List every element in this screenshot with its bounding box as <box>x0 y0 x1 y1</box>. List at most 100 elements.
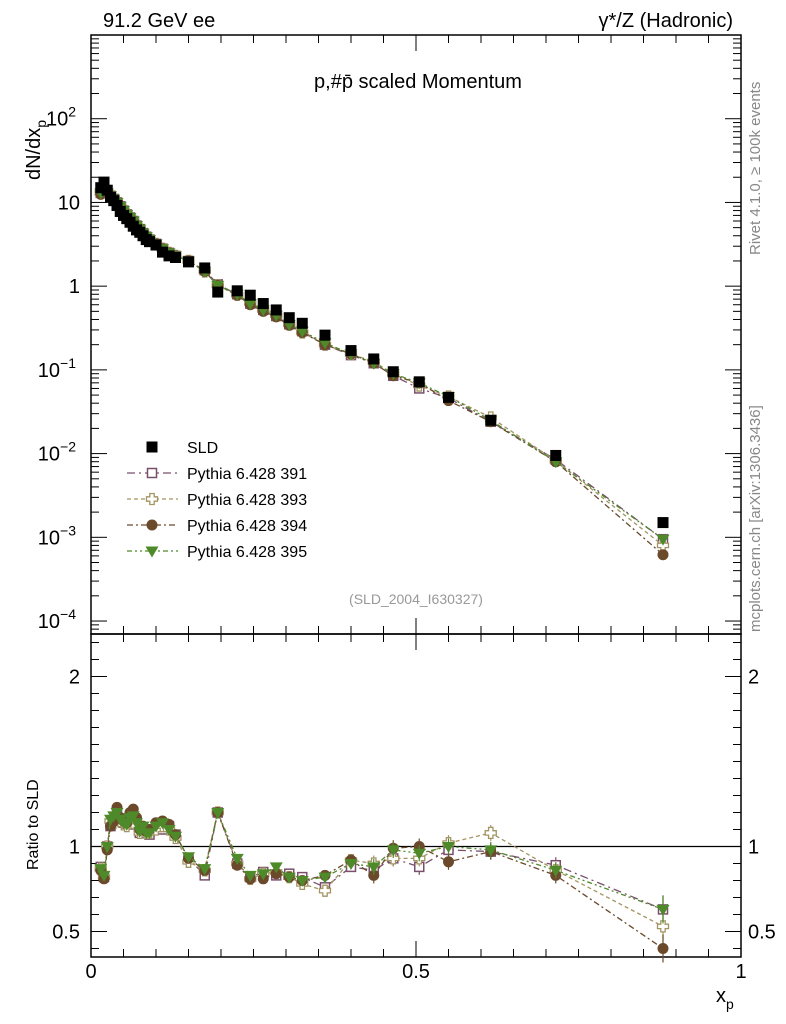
ratio-y-tick-label: 2 <box>69 667 80 689</box>
series-394 <box>95 186 669 561</box>
legend-label: Pythia 6.428 393 <box>187 492 307 509</box>
data-point-sld <box>345 345 357 357</box>
y-tick-label: 10−3 <box>38 522 76 549</box>
ratio-y-tick-label-right: 2 <box>748 667 759 689</box>
data-point-sld <box>95 182 107 194</box>
legend-marker <box>146 519 158 531</box>
y-axis-title: dN/dxp <box>23 120 49 180</box>
data-point-sld <box>98 176 110 188</box>
ratio-point-394 <box>443 856 454 868</box>
data-point-sld <box>319 329 331 341</box>
data-point-sld <box>283 312 295 324</box>
ratio-point-395 <box>126 811 140 823</box>
ratio-point-395 <box>100 842 114 853</box>
process-label: γ*/Z (Hadronic) <box>599 10 733 32</box>
legend-entry-sld: SLD <box>146 440 218 457</box>
data-point-sld <box>101 184 113 196</box>
legend-marker <box>146 467 158 479</box>
ratio-point-395 <box>484 845 498 857</box>
data-point-sld <box>144 236 155 248</box>
ratio-point-395 <box>130 818 143 830</box>
data-point-sld <box>150 239 162 251</box>
series-line-391 <box>100 189 664 540</box>
data-point-sld <box>657 517 669 529</box>
ratio-point-395 <box>412 848 426 860</box>
ratio-point-395 <box>442 842 455 853</box>
ratio-line-393 <box>100 810 664 927</box>
ratio-point-394 <box>368 869 380 881</box>
series-sld <box>95 176 669 529</box>
ratio-point-395 <box>198 864 212 876</box>
data-point-sld <box>413 376 425 388</box>
analysis-watermark: (SLD_2004_I630327) <box>349 591 483 607</box>
ratio-line-394 <box>100 804 664 950</box>
data-point-sld <box>244 289 256 301</box>
ratio-point-393 <box>484 826 497 840</box>
ratio-point-395 <box>344 859 358 870</box>
series-line-395 <box>100 189 664 540</box>
ratio-point-394 <box>657 943 669 954</box>
data-point-sld <box>157 246 168 258</box>
data-point-sld <box>443 391 454 403</box>
ratio-point-395 <box>318 872 332 884</box>
ratio-point-395 <box>549 865 563 877</box>
x-tick-label: 0.5 <box>402 961 430 983</box>
ratio-point-395 <box>182 852 195 864</box>
data-point-sld <box>550 449 562 461</box>
ratio-point-395 <box>656 904 670 916</box>
ratio-point-395 <box>136 821 150 833</box>
ratio-point-395 <box>386 845 400 857</box>
ratio-point-395 <box>162 825 176 836</box>
ratio-y-tick-label-right: 1 <box>748 837 759 859</box>
ratio-point-395 <box>269 862 283 874</box>
data-point-sld <box>270 304 282 316</box>
ratio-point-395 <box>367 862 381 874</box>
ratio-point-395 <box>149 821 163 833</box>
ratio-point-395 <box>256 869 270 881</box>
data-point-sld <box>199 262 211 274</box>
legend-label: SLD <box>187 440 218 457</box>
x-tick-label: 0 <box>85 961 96 983</box>
ratio-point-395 <box>295 876 309 887</box>
series-395 <box>94 185 670 546</box>
data-point-395 <box>656 534 670 546</box>
legend-label: Pythia 6.428 395 <box>187 544 307 561</box>
data-point-sld <box>387 366 399 378</box>
data-point-sld <box>296 317 308 329</box>
ratio-y-tick-label: 0.5 <box>52 922 80 944</box>
ratio-y-tick-label-right: 0.5 <box>748 922 776 944</box>
ratio-point-395 <box>110 808 124 819</box>
ratio-series-393 <box>94 806 670 941</box>
y-tick-label: 1 <box>69 276 80 298</box>
series-391 <box>95 184 669 545</box>
data-point-395 <box>318 338 332 350</box>
ratio-y-tick-label: 1 <box>69 837 80 859</box>
ratio-point-395 <box>211 808 225 819</box>
y-tick-label: 102 <box>46 104 76 131</box>
ratio-point-395 <box>282 872 296 884</box>
rivet-version-label: Rivet 4.1.0, ≥ 100k events <box>747 82 764 255</box>
ratio-point-393 <box>656 920 670 933</box>
legend-marker <box>146 441 158 453</box>
x-tick-label: 1 <box>735 961 746 983</box>
y-tick-label: 10−1 <box>38 355 76 382</box>
y-tick-label: 10 <box>58 192 80 214</box>
ratio-plot-frame <box>90 633 742 958</box>
legend-entry-393: Pythia 6.428 393 <box>127 492 307 509</box>
data-point-394 <box>657 549 669 561</box>
ratio-point-395 <box>97 870 111 882</box>
ratio-series-394 <box>95 801 669 963</box>
data-point-sld <box>231 285 243 297</box>
legend-marker <box>145 492 159 506</box>
ratio-series-391 <box>95 807 669 924</box>
plot-title: p,#p̄ scaled Momentum <box>314 71 522 93</box>
data-point-395 <box>295 326 309 338</box>
series-line-394 <box>100 190 664 556</box>
legend-label: Pythia 6.428 394 <box>187 518 307 535</box>
data-point-sld <box>368 353 380 365</box>
data-point-sld <box>163 250 175 262</box>
x-axis-title: xp <box>716 985 734 1012</box>
data-point-sld <box>257 298 269 310</box>
ratio-point-395 <box>230 853 244 865</box>
